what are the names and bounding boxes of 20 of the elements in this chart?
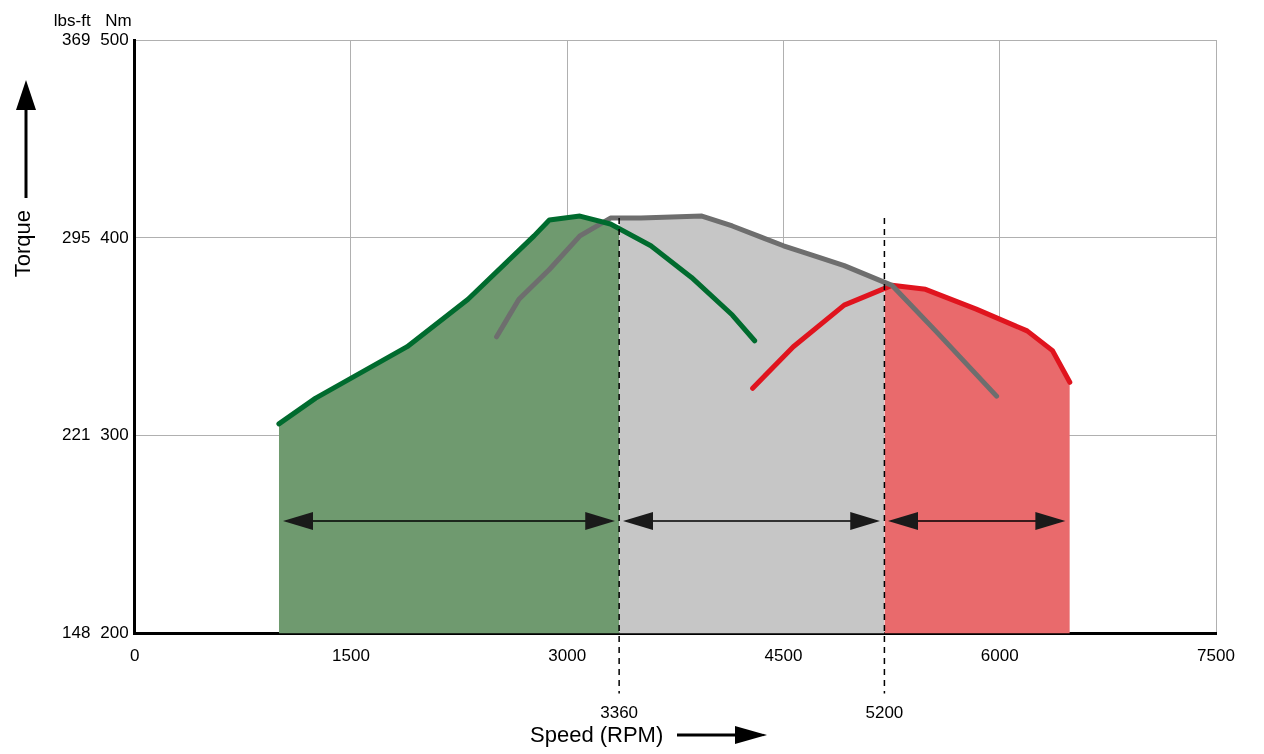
x-tick-label: 7500: [1197, 645, 1235, 665]
y-axis-title: Torque: [10, 210, 36, 278]
y-tick-label: 295: [61, 227, 91, 247]
text: lbs-ft: [53, 11, 91, 31]
y2-tick-label: 400: [100, 227, 129, 247]
y-tick-label: 148: [61, 623, 91, 643]
x-tick-label: 0: [129, 645, 140, 665]
y2-tick-label: 500: [100, 29, 129, 49]
x-tick-label: 1500: [332, 645, 370, 665]
y2-tick-label: 200: [100, 623, 129, 643]
x-tick-label: 4500: [764, 645, 803, 665]
x-tick-label: 3000: [548, 645, 587, 665]
ref-line-label: 5200: [865, 703, 904, 723]
y-tick-label: 221: [61, 425, 91, 445]
x-axis-title: Speed (RPM): [530, 722, 664, 748]
y2-tick-label: 300: [100, 425, 129, 445]
x-tick-label: 6000: [980, 645, 1019, 665]
y2-axis-title: Nm: [105, 11, 132, 31]
ref-line-label: 3360: [600, 703, 639, 723]
y-tick-label: 369: [61, 29, 91, 49]
